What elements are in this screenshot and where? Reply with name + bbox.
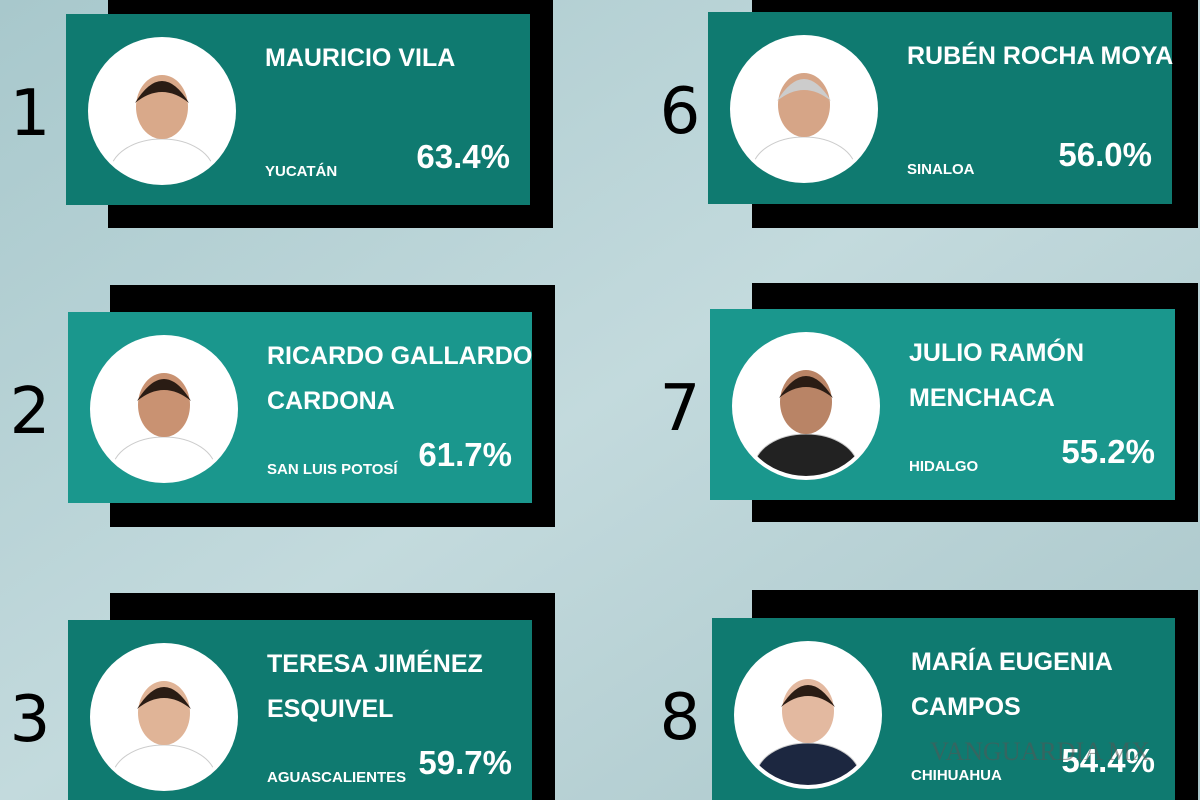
card: 1 MAURICIO VILA YUCATÁN 63.4% <box>10 0 553 228</box>
candidate-name: MAURICIO VILA <box>265 44 455 72</box>
candidate-name: JULIO RAMÓN <box>909 337 1084 367</box>
candidate-name: RICARDO GALLARDO <box>267 342 532 370</box>
approval-percent: 61.7% <box>418 436 512 473</box>
photo <box>109 75 215 181</box>
watermark: VANGUARDIA MX <box>930 737 1150 766</box>
card: 3 TERESA JIMÉNEZ ESQUIVEL AGUASCALIENTES 59.… <box>10 593 555 800</box>
candidate-name: MENCHACA <box>909 384 1055 412</box>
state-name: YUCATÁN <box>265 163 337 180</box>
card: 7 JULIO RAMÓN MENCHACA HIDALGO 55.2% <box>660 283 1198 522</box>
card: 2 RICARDO GALLARDO CARDONA SAN LUIS POTOSÍ 6… <box>10 285 555 527</box>
photo-hair <box>137 687 191 709</box>
candidate-name: RUBÉN ROCHA MOYA <box>907 41 1173 70</box>
state-name: AGUASCALIENTES <box>267 769 406 786</box>
approval-percent: 56.0% <box>1058 136 1152 173</box>
card: 6 RUBÉN ROCHA MOYA SINALOA 56.0% <box>660 0 1198 228</box>
state-name: SINALOA <box>907 161 975 178</box>
approval-percent: 63.4% <box>416 138 510 175</box>
photo <box>755 679 861 785</box>
approval-percent: 55.2% <box>1061 433 1155 470</box>
card: 8 MARÍA EUGENIA CAMPOS CHIHUAHUA 54.4% <box>660 590 1198 800</box>
rank-number: 1 <box>10 77 51 151</box>
candidate-name: ESQUIVEL <box>267 695 393 723</box>
approval-percent: 54.4% <box>1061 742 1155 779</box>
state-name: CHIHUAHUA <box>911 767 1002 784</box>
rank-number: 8 <box>660 681 701 755</box>
rank-number: 6 <box>660 75 701 149</box>
photo <box>751 73 857 179</box>
candidate-name: CAMPOS <box>911 693 1021 721</box>
photo <box>111 681 217 787</box>
state-name: SAN LUIS POTOSÍ <box>267 461 398 478</box>
photo-hair <box>135 81 189 103</box>
rank-number: 7 <box>660 372 701 446</box>
candidate-name: MARÍA EUGENIA <box>911 647 1113 676</box>
state-name: HIDALGO <box>909 458 978 475</box>
candidate-name: TERESA JIMÉNEZ <box>267 649 483 678</box>
rank-number: 2 <box>10 375 51 449</box>
photo-hair <box>779 376 833 398</box>
photo-hair <box>777 79 831 101</box>
approval-percent: 59.7% <box>418 744 512 781</box>
rank-number: 3 <box>10 683 51 757</box>
photo-hair <box>781 685 835 707</box>
photo-hair <box>137 379 191 401</box>
candidate-name: CARDONA <box>267 387 395 415</box>
